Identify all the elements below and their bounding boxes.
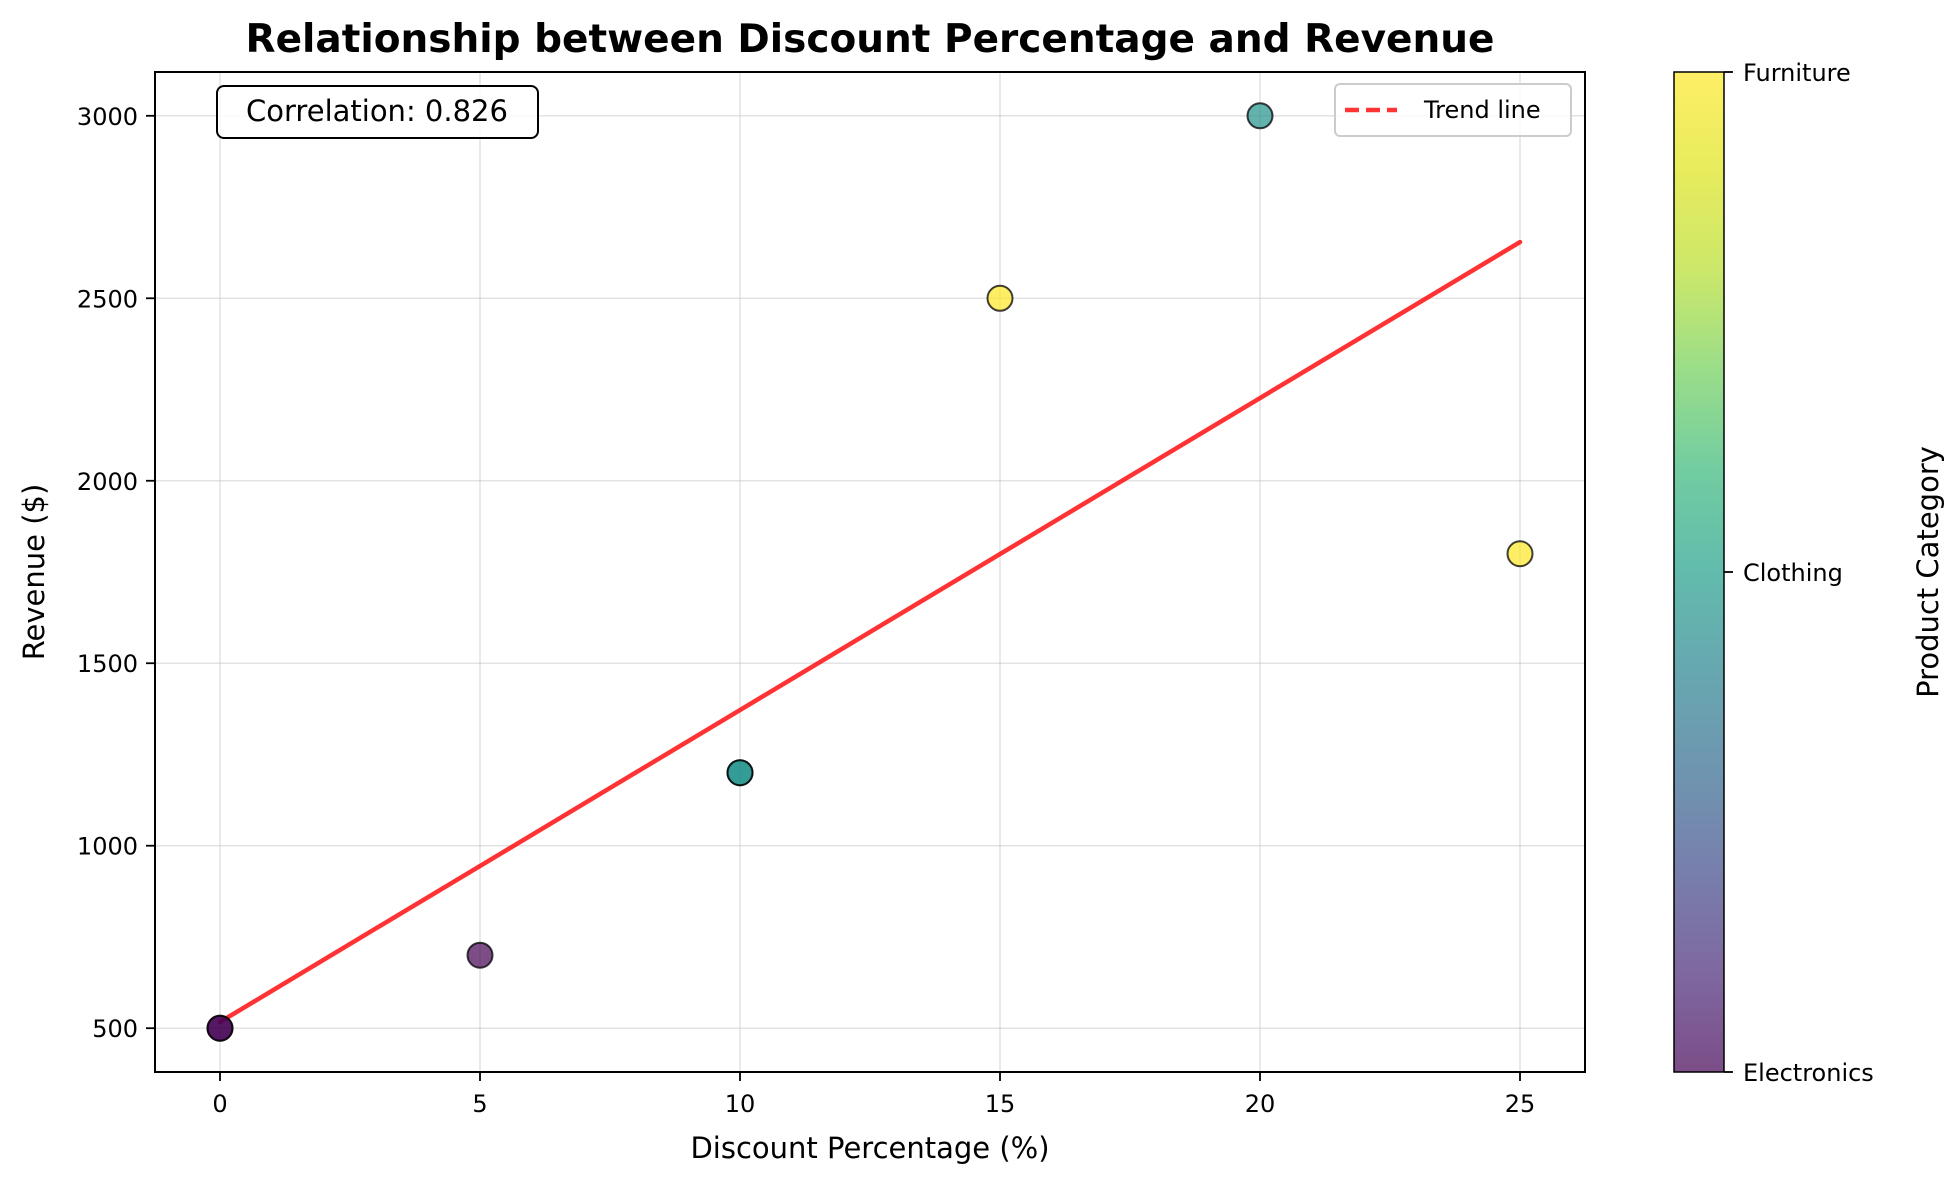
x-tick-label: 15 bbox=[985, 1090, 1016, 1118]
y-tick-label: 2500 bbox=[77, 285, 138, 313]
scatter-point bbox=[466, 941, 494, 969]
chart-title: Relationship between Discount Percentage… bbox=[246, 17, 1495, 62]
colorbar-tick-label: Clothing bbox=[1743, 559, 1843, 587]
annotation-text: Correlation: 0.826 bbox=[246, 94, 508, 128]
y-tick-label: 500 bbox=[92, 1015, 138, 1043]
grid bbox=[155, 72, 1585, 1072]
y-tick-label: 1000 bbox=[77, 833, 138, 861]
legend: Trend line bbox=[1334, 83, 1572, 137]
x-axis-ticks: 0 5 10 15 20 25 bbox=[212, 1072, 1535, 1118]
x-tick-label: 20 bbox=[1245, 1090, 1276, 1118]
y-axis-label: Revenue ($) bbox=[17, 484, 51, 661]
colorbar: Furniture Clothing Electronics Product Cat… bbox=[1673, 59, 1945, 1087]
legend-box bbox=[1334, 83, 1572, 137]
x-tick-label: 0 bbox=[212, 1090, 227, 1118]
colorbar-label: Product Category bbox=[1911, 446, 1945, 698]
colorbar-ticks: Furniture Clothing Electronics bbox=[1724, 59, 1874, 1087]
scatter-point bbox=[986, 284, 1014, 312]
y-tick-label: 1500 bbox=[77, 650, 138, 678]
plot-area: 0 5 10 15 20 25 500 1000 1500 2000 2500 3000 bbox=[77, 71, 1586, 1118]
y-tick-label: 3000 bbox=[77, 103, 138, 131]
trend-line-layer bbox=[217, 239, 1523, 1025]
colorbar-tick-label: Furniture bbox=[1743, 59, 1851, 87]
colorbar-tick-label: Electronics bbox=[1743, 1059, 1874, 1087]
scatter-point bbox=[206, 1014, 234, 1042]
scatter-point bbox=[1246, 102, 1274, 130]
colorbar-gradient bbox=[1673, 71, 1725, 1073]
x-tick-label: 10 bbox=[725, 1090, 756, 1118]
scatter-point bbox=[1506, 540, 1534, 568]
y-axis-ticks: 500 1000 1500 2000 2500 3000 bbox=[77, 103, 155, 1043]
scatter-points bbox=[206, 102, 1534, 1042]
correlation-annotation: Correlation: 0.826 bbox=[216, 85, 539, 139]
y-tick-label: 2000 bbox=[77, 468, 138, 496]
scatter-point bbox=[726, 759, 754, 787]
plot-frame bbox=[154, 71, 1586, 1073]
x-tick-label: 25 bbox=[1505, 1090, 1536, 1118]
legend-entry-trend-line: Trend line bbox=[1423, 96, 1541, 124]
trend-line bbox=[217, 239, 1523, 1025]
x-tick-label: 5 bbox=[472, 1090, 487, 1118]
x-axis-label: Discount Percentage (%) bbox=[690, 1131, 1049, 1165]
annotation-box bbox=[216, 85, 539, 139]
